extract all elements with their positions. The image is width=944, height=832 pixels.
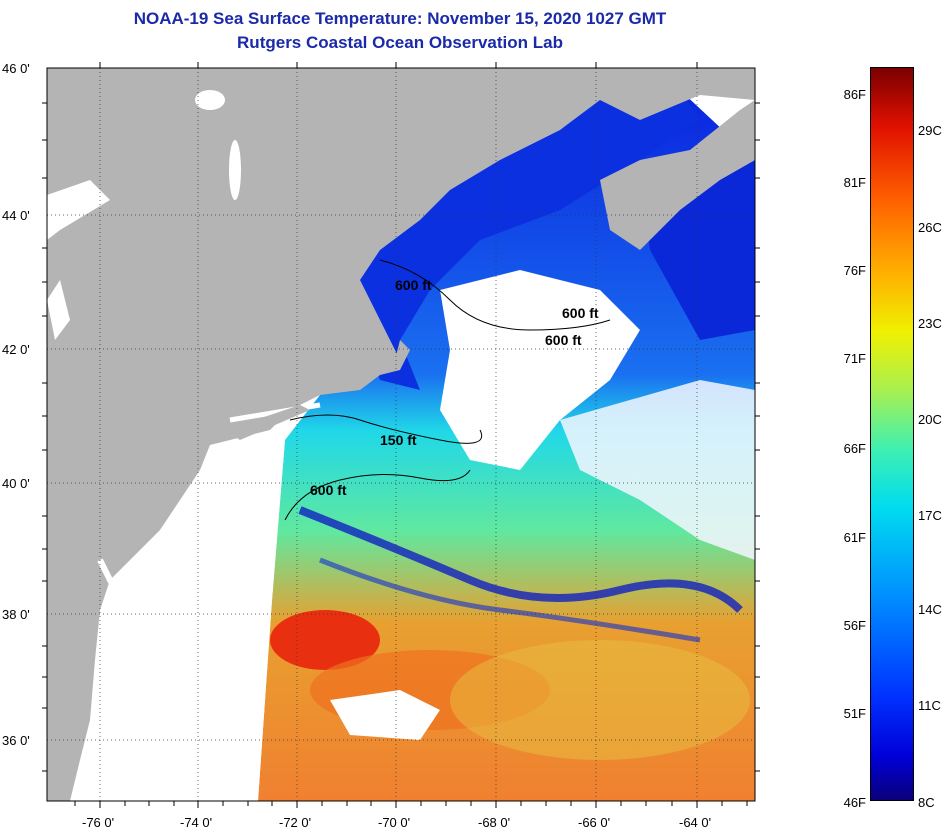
contour-gom <box>379 259 611 331</box>
lat-label-40: 40 0' <box>2 476 30 491</box>
lon-label-72: -72 0' <box>279 815 311 830</box>
colorbar-f-81: 81F <box>843 175 866 190</box>
land-nova-scotia <box>600 100 755 250</box>
colorbar-c-14: 14C <box>918 602 942 617</box>
colorbar-c-26: 26C <box>918 220 942 235</box>
cold-water-gulf-of-maine <box>360 90 700 390</box>
lat-label-36: 36 0' <box>2 733 30 748</box>
colorbar-c-17: 17C <box>918 508 942 523</box>
lat-label-46: 46 0' <box>2 61 30 76</box>
colorbar-f-71: 71F <box>843 351 866 366</box>
lat-label-38: 38 0' <box>2 607 30 622</box>
lon-label-64: -64 0' <box>679 815 711 830</box>
lon-label-74: -74 0' <box>180 815 212 830</box>
chesapeake-bay <box>87 558 124 761</box>
colorbar-f-61: 61F <box>843 530 866 545</box>
lon-label-68: -68 0' <box>478 815 510 830</box>
mixed-water-band <box>450 640 750 760</box>
warm-eddy <box>270 610 380 670</box>
lon-label-76: -76 0' <box>82 815 114 830</box>
coastal-no-data <box>150 440 285 801</box>
colorbar-f-76: 76F <box>843 263 866 278</box>
colorbar-c-11: 11C <box>918 698 941 713</box>
colorbar-c-23: 23C <box>918 316 942 331</box>
colorbar-f-56: 56F <box>843 618 866 633</box>
land-cape-cod <box>360 340 410 380</box>
lat-label-44: 44 0' <box>2 208 30 223</box>
cloud-georges-bank <box>440 270 640 470</box>
contour-label-3: 600 ft <box>545 332 582 348</box>
map-plot-area: 600 ft 600 ft 600 ft 150 ft 600 ft <box>47 68 755 801</box>
contour-600ft <box>284 469 471 521</box>
title-line-1: NOAA-19 Sea Surface Temperature: Novembe… <box>133 9 667 28</box>
axis-ticks <box>42 62 760 808</box>
lon-label-66: -66 0' <box>578 815 610 830</box>
colorbar-c-8: 8C <box>918 795 935 810</box>
cold-filament-2 <box>319 557 701 643</box>
temperature-colorbar <box>870 67 914 801</box>
lon-label-70: -70 0' <box>378 815 410 830</box>
cloud-offshore <box>560 380 755 560</box>
lat-label-42: 42 0' <box>2 342 30 357</box>
contour-label-2: 600 ft <box>562 305 599 321</box>
colorbar-c-20: 20C <box>918 412 942 427</box>
colorbar-f-66: 66F <box>843 441 866 456</box>
finger-lakes <box>47 280 70 340</box>
colorbar-f-46: 46F <box>843 795 866 810</box>
contour-label-5: 600 ft <box>310 482 347 498</box>
cloud-southern <box>330 690 440 740</box>
cold-filament <box>298 506 743 613</box>
contour-label-1: 600 ft <box>395 277 432 293</box>
lake-ontario <box>47 180 110 240</box>
lake <box>195 90 225 110</box>
colorbar-f-86: 86F <box>843 87 866 102</box>
lake-champlain <box>229 140 241 200</box>
contour-label-4: 150 ft <box>380 432 417 448</box>
colorbar-f-51: 51F <box>843 706 866 721</box>
contour-150ft <box>289 414 483 444</box>
title-line-2: Rutgers Coastal Ocean Observation Lab <box>237 33 563 52</box>
map-frame <box>46 67 756 802</box>
land-long-island <box>225 405 310 440</box>
land-northeast-us <box>47 68 755 801</box>
colorbar-c-29: 29C <box>918 123 942 138</box>
